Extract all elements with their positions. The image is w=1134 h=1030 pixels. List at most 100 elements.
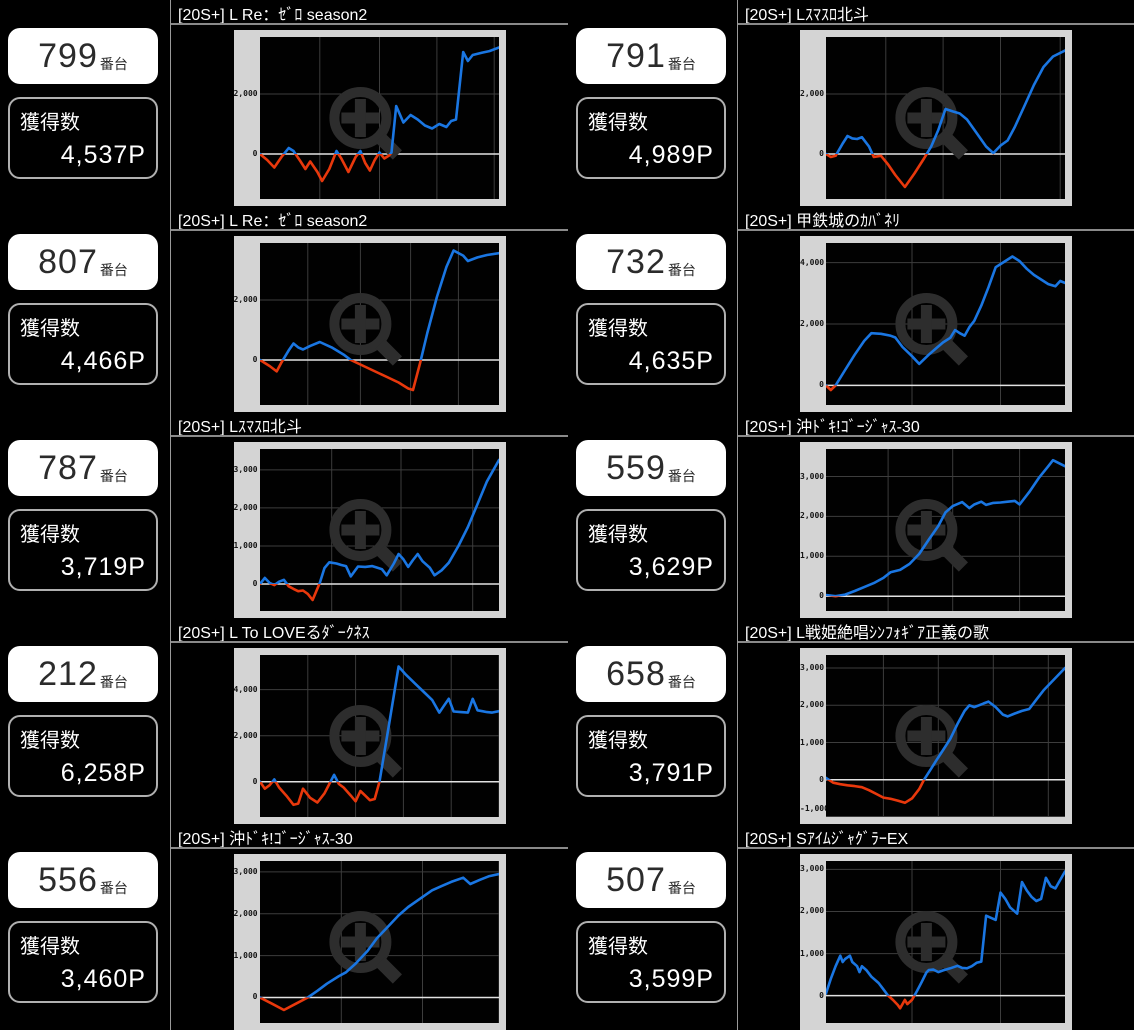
y-axis-tick-label: -1,000 bbox=[800, 804, 829, 813]
zoom-magnifier-icon bbox=[895, 499, 968, 572]
plot-area bbox=[259, 37, 499, 199]
machine-number: 507 bbox=[606, 861, 666, 899]
machine-number-unit: 番台 bbox=[667, 262, 696, 278]
points-box: 獲得数 6,258P bbox=[8, 715, 158, 797]
points-label: 獲得数 bbox=[20, 524, 80, 546]
series-line-positive bbox=[826, 49, 1065, 154]
y-axis-tick-label: 0 bbox=[252, 776, 258, 786]
machine-number-box: 791 番台 bbox=[576, 28, 726, 84]
points-box: 獲得数 4,989P bbox=[576, 97, 726, 179]
y-axis-tick-label: 2,000 bbox=[800, 511, 825, 521]
slump-line-chart bbox=[259, 861, 499, 1023]
zoom-magnifier-icon bbox=[895, 911, 968, 984]
machine-number-box: 658 番台 bbox=[576, 646, 726, 702]
y-axis-tick-label: 2,000 bbox=[233, 295, 258, 304]
slump-graph[interactable]: 3,000 2,000 1,000 0 bbox=[800, 442, 1072, 618]
series-line-positive bbox=[259, 249, 499, 360]
machine-number-unit: 番台 bbox=[99, 468, 128, 484]
plot-area bbox=[259, 861, 499, 1023]
points-value: 4,989P bbox=[628, 141, 714, 169]
slump-graph[interactable]: 4,000 2,000 0 bbox=[800, 236, 1072, 412]
slump-graph[interactable]: 2,000 0 bbox=[233, 30, 506, 206]
y-axis-tick-label: 3,000 bbox=[233, 866, 258, 876]
points-label: 獲得数 bbox=[588, 524, 648, 546]
slump-line-chart bbox=[259, 37, 499, 199]
slump-graph[interactable]: 3,000 2,000 1,000 0 bbox=[800, 854, 1072, 1030]
slump-line-chart bbox=[826, 37, 1065, 199]
points-label: 獲得数 bbox=[20, 112, 80, 134]
slump-line-chart bbox=[826, 861, 1065, 1023]
points-label: 獲得数 bbox=[588, 730, 648, 752]
machine-number-box: 799 番台 bbox=[8, 28, 158, 84]
machine-number-unit: 番台 bbox=[99, 674, 128, 690]
series-line-positive bbox=[826, 255, 1065, 386]
machine-number-unit: 番台 bbox=[667, 674, 696, 690]
graph-title: [20S+] L Re：ｾﾞﾛ season2 bbox=[171, 0, 568, 25]
slump-graph[interactable]: 3,000 2,000 1,000 0 bbox=[233, 854, 506, 1030]
series-line-positive bbox=[259, 872, 499, 998]
machine-graph-cell: [20S+] 沖ﾄﾞｷ!ｺﾞｰｼﾞｬｽ-30 3,000 2,000 1,000 0 bbox=[737, 412, 1134, 618]
y-axis-tick-label: 4,000 bbox=[233, 684, 258, 694]
slump-graph[interactable]: 2,000 0 bbox=[800, 30, 1072, 206]
y-axis-tick-label: 2,000 bbox=[800, 906, 825, 916]
machine-number: 212 bbox=[38, 655, 98, 693]
points-box: 獲得数 3,599P bbox=[576, 921, 726, 1003]
points-value: 4,537P bbox=[60, 141, 146, 169]
y-axis: 3,000 2,000 1,000 0 -1,000 bbox=[800, 655, 829, 817]
y-axis-tick-label: 2,000 bbox=[233, 89, 258, 98]
slump-graph[interactable]: 4,000 2,000 0 bbox=[233, 648, 506, 824]
slump-line-chart bbox=[826, 449, 1065, 611]
y-axis: 2,000 0 bbox=[234, 243, 258, 405]
machine-number: 732 bbox=[606, 243, 666, 281]
machine-number-unit: 番台 bbox=[667, 880, 696, 896]
slump-graph[interactable]: 3,000 2,000 1,000 0 -1,000 bbox=[800, 648, 1072, 824]
y-axis-tick-label: 0 bbox=[252, 579, 258, 588]
machine-number: 658 bbox=[606, 655, 666, 693]
slump-line-chart bbox=[826, 243, 1065, 405]
plot-area bbox=[259, 655, 499, 817]
machine-number-box: 556 番台 bbox=[8, 852, 158, 908]
points-box: 獲得数 3,629P bbox=[576, 509, 726, 591]
graph-title: [20S+] 甲鉄城のｶﾊﾞﾈﾘ bbox=[738, 206, 1134, 231]
series-line-negative bbox=[826, 596, 844, 598]
machine-number-unit: 番台 bbox=[99, 56, 128, 72]
points-box: 獲得数 3,460P bbox=[8, 921, 158, 1003]
machine-number-unit: 番台 bbox=[667, 468, 696, 484]
plot-area bbox=[826, 861, 1065, 1023]
slump-line-chart bbox=[259, 449, 499, 611]
zoom-magnifier-icon bbox=[328, 911, 402, 984]
slump-line-chart bbox=[259, 655, 499, 817]
series-line-negative bbox=[259, 997, 310, 1012]
y-axis-tick-label: 2,000 bbox=[800, 700, 825, 710]
machine-info-panel: 799 番台 獲得数 4,537P bbox=[0, 0, 170, 206]
machine-number-box: 559 番台 bbox=[576, 440, 726, 496]
points-value: 3,460P bbox=[60, 965, 146, 993]
machine-graph-cell: [20S+] L To LOVEるﾀﾞｰｸﾈｽ 4,000 2,000 0 bbox=[170, 618, 568, 824]
machine-info-panel: 559 番台 獲得数 3,629P bbox=[568, 412, 737, 618]
y-axis-tick-label: 0 bbox=[819, 591, 824, 601]
y-axis: 4,000 2,000 0 bbox=[234, 655, 258, 817]
plot-area bbox=[259, 243, 499, 405]
graph-title: [20S+] L To LOVEるﾀﾞｰｸﾈｽ bbox=[171, 618, 568, 643]
graph-title: [20S+] L戦姫絶唱ｼﾝﾌｫｷﾞｱ正義の歌 bbox=[738, 618, 1134, 643]
machine-graph-cell: [20S+] Lｽﾏｽﾛ北斗 2,000 0 bbox=[737, 0, 1134, 206]
points-label: 獲得数 bbox=[588, 936, 648, 958]
plot-area bbox=[826, 449, 1065, 611]
machine-number: 556 bbox=[38, 861, 98, 899]
machine-number: 807 bbox=[38, 243, 98, 281]
slump-graph[interactable]: 2,000 0 bbox=[233, 236, 506, 412]
machine-number-box: 212 番台 bbox=[8, 646, 158, 702]
y-axis: 3,000 2,000 1,000 0 bbox=[800, 449, 824, 611]
slump-graph[interactable]: 3,000 2,000 1,000 0 bbox=[233, 442, 506, 618]
points-label: 獲得数 bbox=[20, 318, 80, 340]
points-label: 獲得数 bbox=[20, 730, 80, 752]
y-axis-tick-label: 1,000 bbox=[800, 737, 825, 747]
points-box: 獲得数 4,635P bbox=[576, 303, 726, 385]
y-axis-tick-label: 2,000 bbox=[800, 89, 825, 98]
y-axis-tick-label: 1,000 bbox=[800, 551, 825, 561]
y-axis-tick-label: 2,000 bbox=[800, 319, 825, 328]
y-axis-tick-label: 0 bbox=[819, 149, 824, 158]
y-axis-tick-label: 1,000 bbox=[233, 540, 258, 550]
y-axis-tick-label: 0 bbox=[819, 990, 824, 1000]
series-line-negative bbox=[259, 781, 381, 807]
